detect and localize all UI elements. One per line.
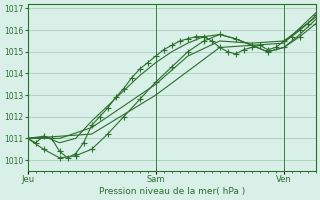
X-axis label: Pression niveau de la mer( hPa ): Pression niveau de la mer( hPa ) bbox=[99, 187, 245, 196]
